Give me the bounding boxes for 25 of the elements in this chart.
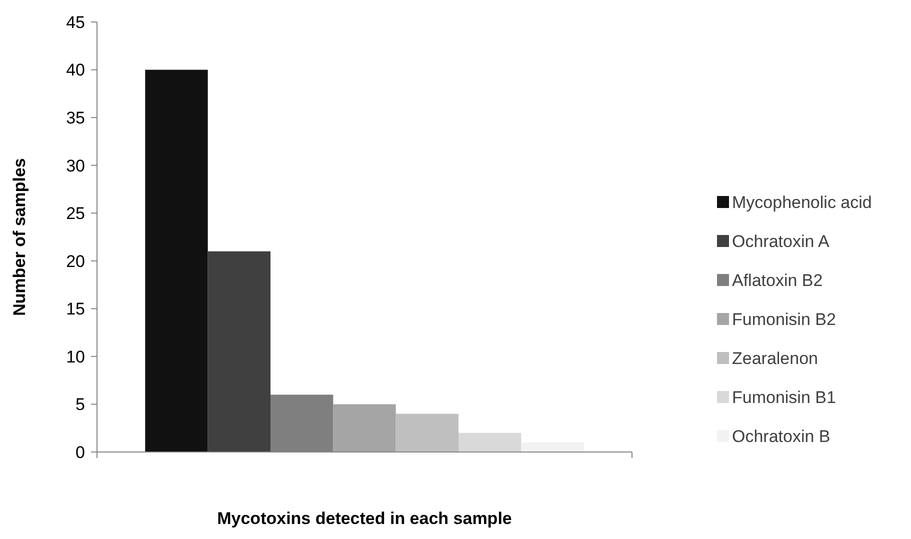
- bar: [145, 70, 208, 452]
- legend-label: Fumonisin B1: [732, 388, 836, 407]
- bar: [208, 251, 270, 452]
- y-tick-label: 15: [66, 300, 85, 319]
- y-tick-label: 30: [66, 156, 85, 176]
- y-tick-label: 5: [76, 395, 85, 414]
- legend-label: Zearalenon: [732, 348, 818, 368]
- bar: [458, 432, 522, 452]
- y-tick-label: 40: [66, 60, 85, 80]
- legend-label: Ochratoxin A: [732, 232, 830, 251]
- bar: [396, 414, 459, 452]
- legend-label: Fumonisin B2: [732, 310, 836, 329]
- y-tick-label: 20: [66, 252, 85, 271]
- bar: [333, 404, 396, 452]
- y-axis-title: Number of samples: [10, 158, 29, 316]
- y-tick-label: 25: [66, 204, 85, 224]
- x-axis-title: Mycotoxins detected in each sample: [217, 509, 512, 528]
- y-tick-label: 45: [66, 12, 85, 32]
- bar: [521, 442, 584, 452]
- y-tick-label: 10: [66, 347, 85, 366]
- y-tick-label: 35: [66, 108, 85, 128]
- legend-label: Aflatoxin B2: [732, 270, 823, 290]
- y-tick-label: 0: [76, 442, 85, 462]
- legend-label: Ochratoxin B: [732, 426, 830, 446]
- legend-label: Mycophenolic acid: [732, 192, 872, 212]
